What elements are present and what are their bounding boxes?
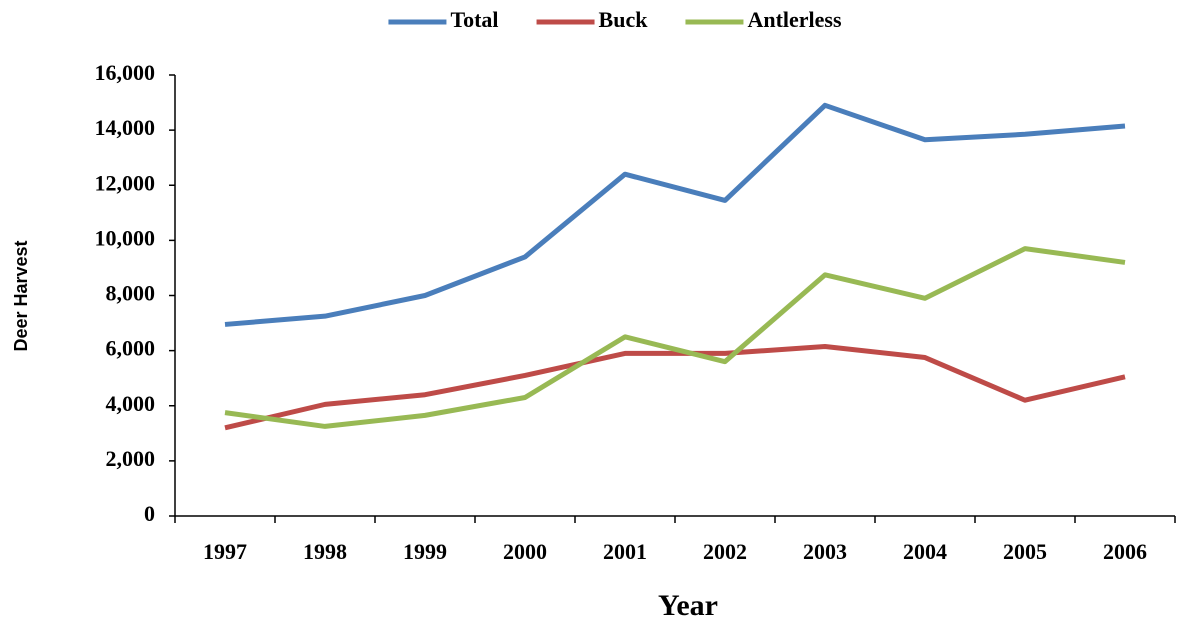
x-tick-label: 2006 xyxy=(1103,539,1147,564)
y-tick-label: 6,000 xyxy=(106,336,156,361)
x-axis-title: Year xyxy=(658,589,718,622)
series-line xyxy=(224,246,1126,429)
legend-label: Total xyxy=(450,7,498,32)
y-axis-title: Deer Harvest xyxy=(11,240,31,351)
series-line xyxy=(224,102,1126,327)
y-tick-label: 4,000 xyxy=(106,391,156,416)
x-tick-label: 1999 xyxy=(403,539,447,564)
y-tick-label: 10,000 xyxy=(95,225,156,250)
y-tick-label: 14,000 xyxy=(95,115,156,140)
x-tick-label: 2001 xyxy=(603,539,647,564)
legend-label: Antlerless xyxy=(747,7,842,32)
x-tick-label: 2000 xyxy=(503,539,547,564)
series-line xyxy=(224,343,1126,431)
x-tick-label: 1998 xyxy=(303,539,347,564)
x-tick-label: 2003 xyxy=(803,539,847,564)
legend-label: Buck xyxy=(599,7,649,32)
x-tick-label: 1997 xyxy=(203,539,247,564)
y-tick-label: 12,000 xyxy=(95,170,156,195)
y-tick-label: 2,000 xyxy=(106,446,156,471)
y-tick-label: 0 xyxy=(144,501,155,526)
x-tick-label: 2002 xyxy=(703,539,747,564)
x-tick-label: 2005 xyxy=(1003,539,1047,564)
y-tick-label: 16,000 xyxy=(95,60,156,85)
y-tick-label: 8,000 xyxy=(106,281,156,306)
x-tick-label: 2004 xyxy=(903,539,947,564)
